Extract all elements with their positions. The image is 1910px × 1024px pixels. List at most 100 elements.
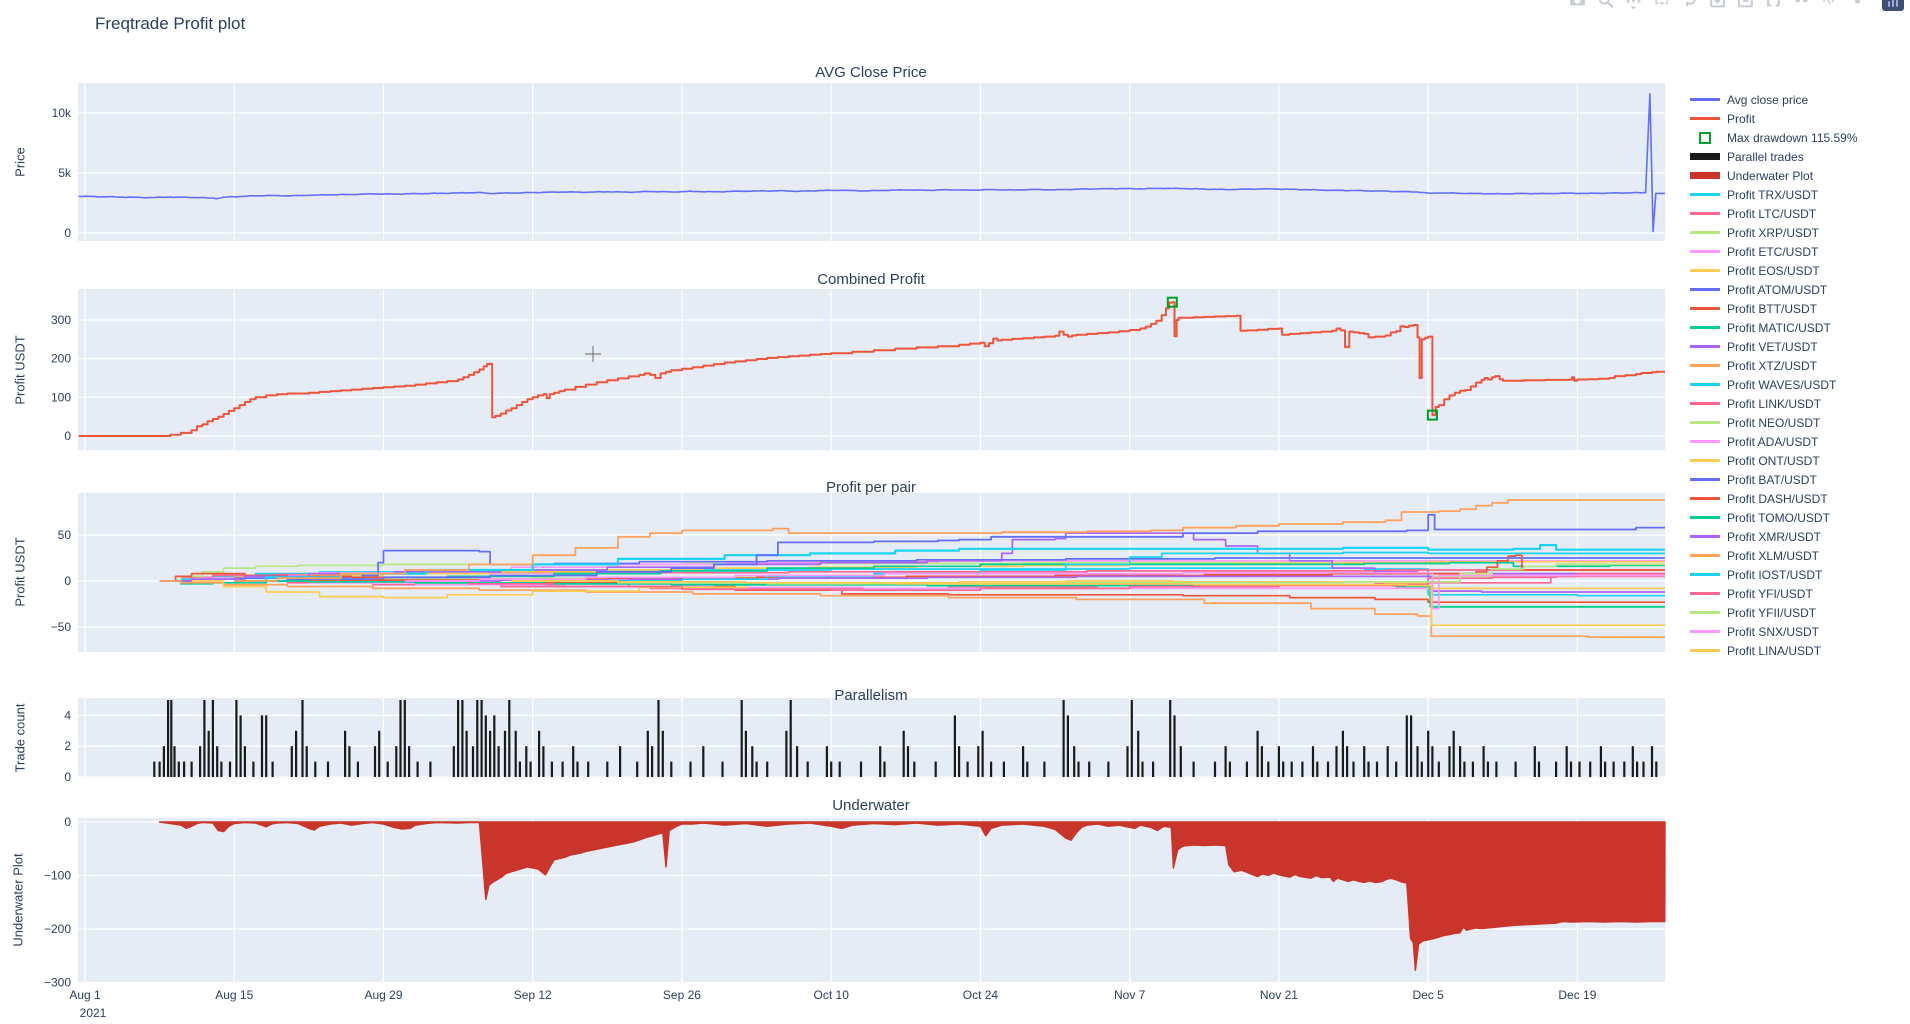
legend-item-profit-ont-usdt[interactable]: Profit ONT/USDT bbox=[1690, 451, 1908, 470]
parallel-trades-bar bbox=[1267, 761, 1270, 777]
legend-item-profit-yfi-usdt[interactable]: Profit YFI/USDT bbox=[1690, 584, 1908, 603]
legend-item-label: Profit ETC/USDT bbox=[1727, 244, 1819, 259]
parallel-trades-bar bbox=[1130, 700, 1133, 777]
plotly-logo[interactable] bbox=[1882, 0, 1904, 11]
legend-item-profit-iost-usdt[interactable]: Profit IOST/USDT bbox=[1690, 565, 1908, 584]
legend-item-profit-trx-usdt[interactable]: Profit TRX/USDT bbox=[1690, 185, 1908, 204]
parallel-trades-bar bbox=[1126, 746, 1129, 777]
legend-item-label: Profit VET/USDT bbox=[1727, 339, 1818, 354]
legend-line-swatch-icon bbox=[1690, 193, 1720, 196]
parallel-trades-bar bbox=[1642, 761, 1645, 777]
series-profit bbox=[78, 301, 1665, 437]
autoscale-icon[interactable] bbox=[1765, 0, 1782, 11]
legend-line-swatch-icon bbox=[1690, 421, 1720, 424]
pan-icon[interactable] bbox=[1625, 0, 1642, 11]
legend-item-profit-xtz-usdt[interactable]: Profit XTZ/USDT bbox=[1690, 356, 1908, 375]
y-tick-label: 50 bbox=[58, 528, 72, 542]
parallel-trades-bar bbox=[211, 700, 214, 777]
parallel-trades-bar bbox=[1043, 761, 1046, 777]
legend-item-profit-link-usdt[interactable]: Profit LINK/USDT bbox=[1690, 394, 1908, 413]
legend-item-profit-ada-usdt[interactable]: Profit ADA/USDT bbox=[1690, 432, 1908, 451]
parallel-trades-bar bbox=[301, 700, 304, 777]
parallel-trades-bar bbox=[305, 746, 308, 777]
y-tick-label: 10k bbox=[52, 106, 72, 120]
y-tick-label: −300 bbox=[44, 976, 71, 990]
legend-item-profit-eos-usdt[interactable]: Profit EOS/USDT bbox=[1690, 261, 1908, 280]
parallel-trades-bar bbox=[806, 761, 809, 777]
legend-item-profit-tomo-usdt[interactable]: Profit TOMO/USDT bbox=[1690, 508, 1908, 527]
parallel-trades-bar bbox=[1002, 761, 1005, 777]
parallel-trades-bar bbox=[503, 730, 507, 777]
parallel-trades-bar bbox=[489, 730, 492, 777]
legend-item-parallel-trades[interactable]: Parallel trades bbox=[1690, 147, 1908, 166]
series-profit-xlm-usdt bbox=[234, 499, 1665, 582]
parallel-trades-bar bbox=[721, 761, 724, 777]
zoom-icon[interactable] bbox=[1597, 0, 1614, 11]
legend-item-profit-snx-usdt[interactable]: Profit SNX/USDT bbox=[1690, 622, 1908, 641]
zoom-in-icon[interactable] bbox=[1709, 0, 1726, 11]
parallel-trades-bar bbox=[1631, 746, 1634, 777]
legend-item-profit-vet-usdt[interactable]: Profit VET/USDT bbox=[1690, 337, 1908, 356]
legend-item-profit-dash-usdt[interactable]: Profit DASH/USDT bbox=[1690, 489, 1908, 508]
parallel-trades-bar bbox=[1179, 746, 1182, 777]
zoom-out-icon[interactable] bbox=[1737, 0, 1754, 11]
legend-item-profit-atom-usdt[interactable]: Profit ATOM/USDT bbox=[1690, 280, 1908, 299]
parallel-trades-bar bbox=[1555, 761, 1558, 777]
legend-item-underwater-plot[interactable]: Underwater Plot bbox=[1690, 166, 1908, 185]
parallel-trades-bar bbox=[252, 761, 255, 777]
toggle-spikelines-icon[interactable] bbox=[1821, 0, 1838, 11]
parallel-trades-bar bbox=[744, 730, 747, 777]
parallel-trades-bar bbox=[203, 700, 206, 777]
parallel-trades-bar bbox=[1589, 761, 1592, 777]
x-tick-label: Dec 19 bbox=[1558, 988, 1596, 1002]
legend-item-profit[interactable]: Profit bbox=[1690, 109, 1908, 128]
legend-line-swatch-icon bbox=[1690, 326, 1720, 329]
y-axis-title-underwater-plot: Underwater Plot bbox=[10, 853, 26, 947]
y-tick-label: 2 bbox=[64, 739, 71, 753]
legend-item-profit-xlm-usdt[interactable]: Profit XLM/USDT bbox=[1690, 546, 1908, 565]
legend-item-profit-btt-usdt[interactable]: Profit BTT/USDT bbox=[1690, 299, 1908, 318]
parallel-trades-bar bbox=[1152, 761, 1155, 777]
legend-line-swatch-icon bbox=[1690, 611, 1720, 614]
parallel-trades-bar bbox=[906, 746, 910, 777]
legend-item-profit-xrp-usdt[interactable]: Profit XRP/USDT bbox=[1690, 223, 1908, 242]
legend-item-profit-etc-usdt[interactable]: Profit ETC/USDT bbox=[1690, 242, 1908, 261]
y-axis-title-price: Price bbox=[12, 147, 28, 177]
lasso-select-icon[interactable] bbox=[1681, 0, 1698, 11]
box-select-icon[interactable] bbox=[1653, 0, 1670, 11]
legend-item-label: Max drawdown 115.59% bbox=[1727, 130, 1858, 145]
legend-item-max-drawdown-115-59-[interactable]: Max drawdown 115.59% bbox=[1690, 128, 1908, 147]
legend-item-profit-yfii-usdt[interactable]: Profit YFII/USDT bbox=[1690, 603, 1908, 622]
parallel-trades-bar bbox=[493, 715, 496, 777]
reset-axes-icon[interactable] bbox=[1793, 0, 1810, 11]
plot-area-0[interactable] bbox=[78, 83, 1665, 241]
parallel-trades-bar bbox=[606, 761, 609, 777]
parallel-trades-bar bbox=[508, 700, 511, 777]
hover-closest-icon[interactable] bbox=[1849, 0, 1866, 11]
legend-item-profit-bat-usdt[interactable]: Profit BAT/USDT bbox=[1690, 470, 1908, 489]
series-profit-snx-usdt bbox=[404, 571, 1665, 610]
parallel-trades-bar bbox=[902, 730, 905, 777]
legend-item-profit-neo-usdt[interactable]: Profit NEO/USDT bbox=[1690, 413, 1908, 432]
legend-item-profit-matic-usdt[interactable]: Profit MATIC/USDT bbox=[1690, 318, 1908, 337]
legend-item-profit-xmr-usdt[interactable]: Profit XMR/USDT bbox=[1690, 527, 1908, 546]
parallel-trades-bar bbox=[1228, 761, 1231, 777]
parallel-trades-bar bbox=[465, 730, 468, 777]
y-tick-label: −50 bbox=[51, 620, 72, 634]
parallel-trades-bar bbox=[518, 761, 521, 777]
x-tick-label: Sep 26 bbox=[663, 988, 701, 1002]
parallel-trades-bar bbox=[755, 761, 758, 777]
parallel-trades-bar bbox=[476, 700, 479, 777]
parallel-trades-bar bbox=[953, 715, 956, 777]
parallel-trades-bar bbox=[344, 730, 347, 777]
download-plot-icon[interactable] bbox=[1569, 0, 1586, 11]
parallel-trades-bar bbox=[766, 761, 769, 777]
legend-item-profit-waves-usdt[interactable]: Profit WAVES/USDT bbox=[1690, 375, 1908, 394]
legend-item-profit-lina-usdt[interactable]: Profit LINA/USDT bbox=[1690, 641, 1908, 660]
plot-area-1[interactable] bbox=[78, 289, 1665, 450]
legend-item-profit-ltc-usdt[interactable]: Profit LTC/USDT bbox=[1690, 204, 1908, 223]
parallel-trades-bar bbox=[183, 761, 186, 777]
plot-area-3[interactable] bbox=[78, 698, 1665, 778]
legend-item-avg-close-price[interactable]: Avg close price bbox=[1690, 90, 1908, 109]
